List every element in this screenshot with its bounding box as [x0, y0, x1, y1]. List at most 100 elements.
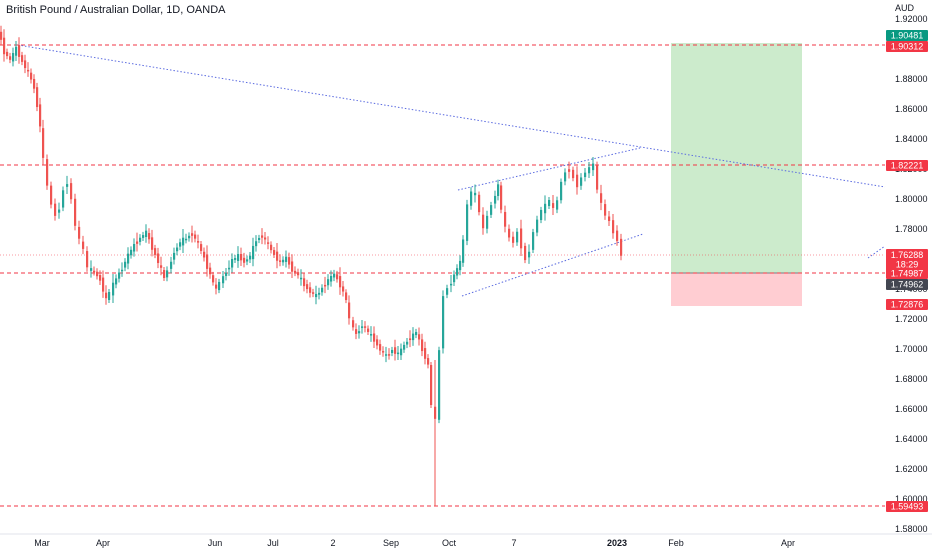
candle-body — [548, 200, 551, 206]
candle-body — [240, 253, 243, 261]
candle-body — [139, 237, 142, 242]
candle-body — [415, 331, 418, 336]
candle-body — [163, 270, 166, 278]
candle-body — [148, 233, 151, 240]
price-tick-label: 1.70000 — [895, 344, 928, 354]
candles-layer — [0, 25, 623, 506]
countdown-badge-text: 18:29 — [896, 260, 919, 270]
candle-body — [409, 338, 412, 341]
candle-body — [209, 267, 212, 275]
loss-zone[interactable] — [671, 273, 802, 306]
candle-body — [234, 258, 237, 260]
candle-body — [385, 354, 388, 356]
candle-body — [306, 284, 309, 290]
candle-body — [438, 350, 441, 420]
candle-body — [231, 258, 234, 268]
time-tick-label: Apr — [781, 538, 795, 548]
candle-body — [118, 272, 121, 279]
candle-body — [327, 279, 330, 286]
candle-body — [66, 184, 69, 187]
candle-body — [30, 72, 33, 80]
candle-body — [133, 243, 136, 252]
time-tick-label: Jul — [267, 538, 279, 548]
candle-body — [58, 209, 61, 213]
candle-body — [453, 274, 456, 283]
channel-upper-line[interactable] — [457, 147, 641, 191]
candle-body — [112, 282, 115, 296]
candle-body — [121, 269, 124, 272]
candle-body — [151, 237, 154, 250]
candle-body — [237, 254, 240, 261]
channel-lower-line[interactable] — [461, 233, 644, 297]
candle-body — [74, 198, 77, 226]
candle-body — [264, 237, 267, 240]
candle-body — [105, 292, 108, 299]
candle-body — [279, 260, 282, 262]
position-badge: 1.74962 — [886, 279, 928, 290]
candle-body — [355, 329, 358, 334]
price-tick-label: 1.68000 — [895, 374, 928, 384]
target-badge-text: 1.90481 — [891, 31, 924, 41]
candle-body — [108, 291, 111, 301]
candle-body — [82, 241, 85, 249]
candle-body — [6, 51, 9, 57]
candle-body — [173, 252, 176, 260]
price-tick-label: 1.88000 — [895, 74, 928, 84]
candle-body — [218, 281, 221, 291]
candle-body — [459, 260, 462, 271]
candle-body — [412, 333, 415, 341]
candle-body — [352, 320, 355, 328]
candle-body — [288, 257, 291, 265]
price-tick-label: 1.64000 — [895, 434, 928, 444]
candle-body — [185, 238, 188, 241]
candle-body — [18, 45, 21, 57]
long-trendline[interactable] — [17, 44, 886, 188]
price-tick-label: 1.72000 — [895, 314, 928, 324]
profit-zone[interactable] — [671, 43, 802, 273]
candle-body — [194, 234, 197, 239]
candle-body — [339, 276, 342, 288]
candle-body — [12, 53, 15, 62]
candle-body — [300, 277, 303, 280]
candle-body — [576, 174, 579, 188]
candle-body — [130, 249, 133, 256]
entry-badge: 1.74987 — [886, 268, 928, 279]
candle-body — [592, 163, 595, 171]
low-badge-text: 1.59493 — [891, 502, 924, 512]
candle-body — [39, 104, 42, 127]
candle-body — [470, 191, 473, 206]
dotted-arrow-icon — [867, 245, 886, 259]
candle-body — [176, 247, 179, 252]
candle-body — [379, 344, 382, 351]
candle-body — [197, 241, 200, 243]
candle-body — [282, 259, 285, 263]
candle-body — [424, 348, 427, 359]
price-tick-label: 1.78000 — [895, 224, 928, 234]
candle-body — [442, 296, 445, 349]
candle-body — [291, 261, 294, 272]
candle-body — [9, 56, 12, 60]
candle-body — [27, 69, 30, 72]
time-tick-label: Sep — [383, 538, 399, 548]
candle-body — [430, 365, 433, 405]
candle-body — [78, 226, 81, 239]
candle-body — [333, 273, 336, 278]
candle-body — [154, 248, 157, 255]
price-tick-label: 1.80000 — [895, 194, 928, 204]
candle-body — [403, 344, 406, 350]
candle-body — [421, 339, 424, 352]
candle-body — [486, 215, 489, 229]
candle-body — [556, 200, 559, 210]
candle-body — [62, 190, 65, 208]
candle-body — [142, 235, 145, 238]
candle-body — [532, 232, 535, 250]
candle-body — [500, 185, 503, 210]
candle-body — [427, 358, 430, 365]
candle-body — [86, 251, 89, 268]
time-axis[interactable]: Mar Apr Jun Jul 2 Sep Oct 7 2023 Feb Apr — [34, 538, 795, 548]
candle-body — [294, 270, 297, 273]
candle-body — [608, 216, 611, 222]
candle-body — [391, 349, 394, 354]
candle-body — [494, 195, 497, 204]
